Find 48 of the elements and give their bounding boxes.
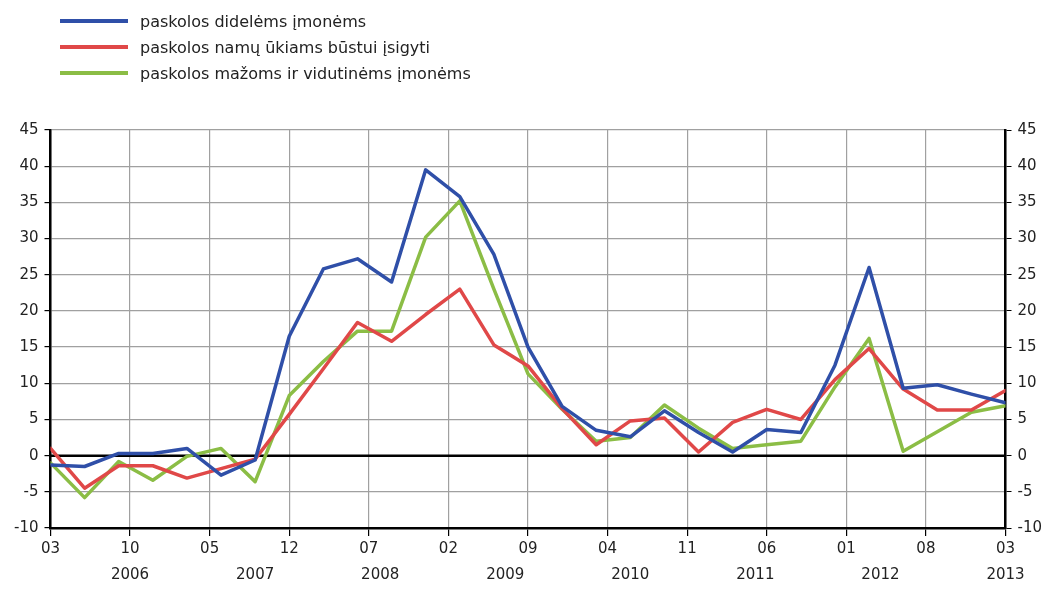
text: 2011 <box>736 565 775 584</box>
x-tick-label: 03 <box>40 538 61 557</box>
legend-label: paskolos namų ūkiams būstui įsigyti <box>140 37 431 57</box>
y2-tick-label: 30 <box>19 228 39 247</box>
y2-tick-label: 0 <box>28 445 39 464</box>
y-tick-label: -10 <box>1017 517 1042 536</box>
y2-tick-label: 20 <box>19 300 39 319</box>
y-tick-label: 20 <box>1017 300 1037 319</box>
y-tick-label: 30 <box>1017 228 1037 247</box>
y2-tick-label: 45 <box>19 119 39 138</box>
x-tick-label: 04 <box>598 538 618 557</box>
y-tick-label: 10 <box>1017 373 1037 392</box>
x-tick-label: 06 <box>757 538 777 557</box>
y2-tick-label: 35 <box>19 192 39 211</box>
y-tick-label: 0 <box>1017 445 1028 464</box>
text: 2007 <box>236 565 275 584</box>
x-tick-label: 05 <box>200 538 220 557</box>
x-tick-label: 07 <box>359 538 379 557</box>
text: 2006 <box>110 565 150 584</box>
text: 2008 <box>361 565 400 584</box>
x-tick-label: 11 <box>677 538 697 557</box>
y2-tick-label: 40 <box>19 156 39 175</box>
y-tick-label: 40 <box>1017 156 1037 175</box>
x-tick-label: 01 <box>836 538 856 557</box>
x-tick-label: 03 <box>995 538 1016 557</box>
text: 2013 <box>986 565 1025 584</box>
y-tick-label: 5 <box>1017 409 1028 428</box>
x-tick-label: 10 <box>120 538 140 557</box>
x-tick-label: 08 <box>916 538 936 557</box>
x-tick-label: 09 <box>518 538 538 557</box>
y2-tick-label: 5 <box>28 409 39 428</box>
text: 2010 <box>611 565 650 584</box>
y-tick-label: 35 <box>1017 192 1037 211</box>
text: 2012 <box>861 565 900 584</box>
y2-tick-label: 10 <box>19 373 39 392</box>
y-tick-label: 25 <box>1017 264 1037 283</box>
y2-tick-label: -10 <box>14 517 39 536</box>
y-tick-label: 45 <box>1017 119 1037 138</box>
text: 2009 <box>486 565 525 584</box>
legend-label: paskolos mažoms ir vidutinėms įmonėms <box>140 63 471 83</box>
y-tick-label: 15 <box>1017 336 1037 355</box>
y-tick-label: -5 <box>1017 481 1033 500</box>
legend-label: paskolos didelėms įmonėms <box>140 11 367 31</box>
x-tick-label: 12 <box>279 538 299 557</box>
y2-tick-label: -5 <box>23 481 39 500</box>
x-tick-label: 02 <box>438 538 458 557</box>
y2-tick-label: 15 <box>19 336 39 355</box>
y2-tick-label: 25 <box>19 264 39 283</box>
